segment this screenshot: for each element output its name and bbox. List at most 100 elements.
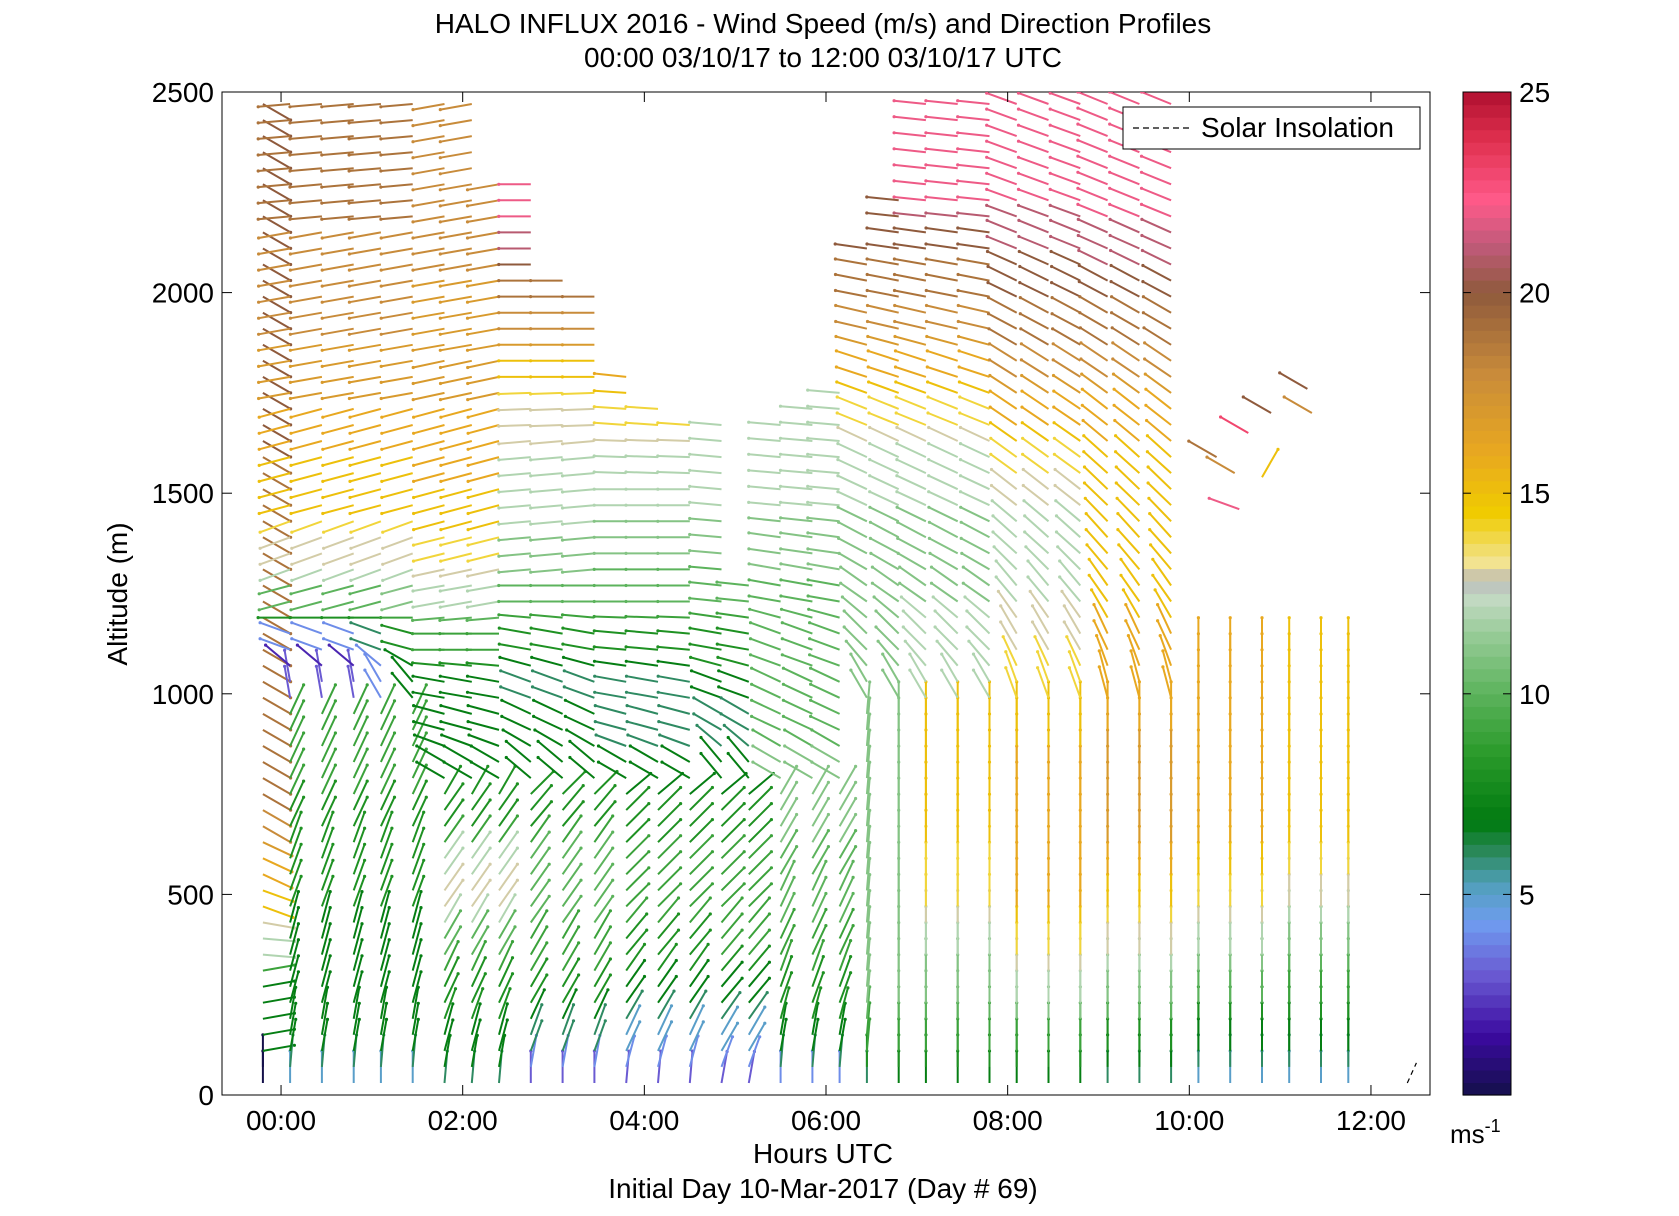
wind-vector-head — [257, 608, 261, 612]
wind-vector-head — [956, 288, 960, 293]
wind-vector — [810, 715, 841, 731]
wind-vector-head — [465, 188, 470, 192]
wind-vector-head — [497, 392, 501, 396]
wind-vector — [1115, 466, 1141, 490]
wind-vector-head — [1149, 543, 1153, 547]
y-tick-label: 500 — [167, 879, 214, 910]
wind-vector-head — [299, 858, 303, 862]
wind-vector-head — [256, 169, 260, 173]
wind-vector — [807, 469, 840, 475]
wind-vector — [1279, 372, 1308, 390]
wind-vector — [866, 196, 899, 202]
wind-vector — [530, 770, 555, 795]
wind-vector — [381, 640, 413, 651]
wind-vector-head — [645, 928, 649, 932]
wind-vector — [322, 440, 354, 451]
wind-vector-head — [908, 668, 912, 672]
wind-vector — [986, 219, 1018, 234]
wind-vector-head — [486, 925, 490, 929]
wind-vector-head — [347, 169, 351, 173]
wind-vector — [289, 716, 305, 747]
wind-vector-head — [881, 668, 885, 672]
wind-vector — [927, 381, 959, 394]
wind-vector — [809, 621, 840, 635]
wind-vector-head — [592, 535, 596, 539]
wind-vector-head — [1126, 634, 1130, 638]
wind-vector-head — [592, 371, 597, 376]
wind-vector-head — [1049, 249, 1053, 254]
wind-vector — [593, 831, 614, 859]
colorbar-unit-exponent: -1 — [1485, 1116, 1501, 1136]
wind-vector-head — [288, 252, 292, 256]
wind-vector-head — [1052, 452, 1056, 456]
wind-vector — [411, 1003, 420, 1035]
wind-vector — [440, 720, 473, 731]
wind-vector — [899, 582, 927, 603]
wind-vector-head — [1158, 634, 1162, 638]
wind-vector-head — [411, 316, 415, 320]
wind-vector-head — [924, 319, 929, 324]
wind-vector — [349, 151, 381, 156]
wind-vector-head — [1062, 620, 1066, 624]
wind-vector-head — [360, 890, 364, 894]
wind-vector-head — [1140, 233, 1144, 238]
wind-vector-head — [1076, 106, 1080, 110]
wind-vector — [258, 472, 291, 483]
wind-vector — [290, 391, 323, 400]
wind-vector — [840, 566, 868, 587]
colorbar-segment — [1463, 443, 1511, 457]
wind-vector-head — [483, 940, 487, 944]
wind-vector-head — [592, 503, 596, 507]
wind-vector-head — [411, 543, 416, 547]
wind-vector — [865, 874, 871, 907]
wind-vector-head — [742, 834, 746, 838]
wind-vector — [413, 440, 445, 451]
wind-vector-head — [1282, 395, 1286, 399]
wind-vector — [779, 876, 796, 907]
wind-vector — [836, 396, 868, 410]
wind-vector-head — [592, 438, 596, 442]
wind-vector-head — [302, 779, 306, 783]
wind-vector-head — [529, 490, 533, 494]
wind-vector-head — [893, 319, 897, 324]
wind-vector — [869, 490, 900, 507]
wind-vector — [289, 907, 300, 939]
wind-vector — [467, 584, 500, 592]
wind-vector-head — [833, 242, 837, 246]
wind-vector — [894, 335, 927, 346]
wind-vector-head — [346, 664, 350, 668]
wind-vector — [470, 831, 491, 859]
wind-vector-head — [1016, 92, 1021, 95]
wind-vector-head — [424, 715, 428, 719]
wind-vector — [594, 629, 627, 635]
wind-vector-head — [742, 818, 746, 822]
wind-vector-head — [1139, 92, 1144, 94]
wind-vector — [1088, 558, 1109, 587]
colorbar-segment — [1463, 543, 1511, 557]
wind-vector-head — [1051, 342, 1055, 346]
wind-vector-head — [837, 551, 841, 556]
wind-vector — [347, 666, 355, 698]
wind-vector-head — [320, 236, 324, 240]
wind-vector — [625, 943, 646, 972]
wind-vector-head — [461, 846, 465, 850]
wind-vector — [689, 421, 722, 426]
wind-vector — [380, 103, 413, 108]
wind-vector-head — [1116, 528, 1120, 532]
colorbar-segment — [1463, 330, 1511, 344]
wind-vector-head — [411, 108, 415, 112]
wind-vector-head — [851, 924, 855, 928]
wind-vector — [779, 797, 798, 827]
wind-vector-head — [321, 415, 325, 419]
wind-vector-head — [465, 632, 469, 636]
wind-vector-head — [256, 217, 260, 221]
wind-vector — [811, 860, 827, 891]
wind-vector-head — [795, 796, 799, 801]
colorbar-segment — [1463, 606, 1511, 620]
wind-vector — [440, 456, 473, 467]
wind-vector — [379, 716, 396, 747]
wind-vector-head — [380, 431, 384, 435]
wind-vector-head — [289, 479, 293, 483]
wind-vector-head — [778, 484, 783, 488]
wind-vector-head — [895, 442, 899, 446]
